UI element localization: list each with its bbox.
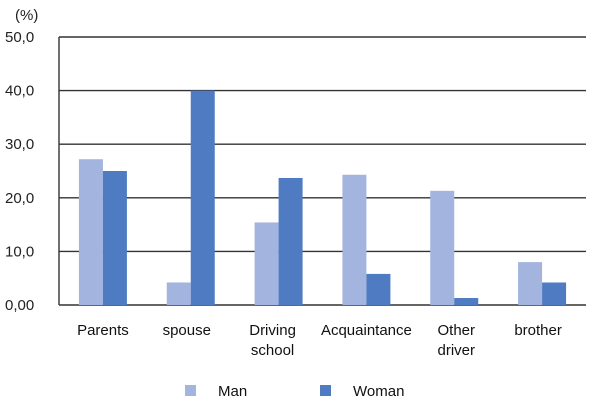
bar-man-3	[342, 174, 367, 305]
bar-man-2	[254, 222, 279, 305]
category-label: Parents	[77, 322, 129, 339]
legend-swatch-man	[185, 385, 196, 396]
y-tick-label: 0,00	[5, 297, 34, 314]
y-unit-label: (%)	[15, 7, 38, 24]
category-label: brother	[514, 322, 562, 339]
legend-label-woman: Woman	[353, 383, 404, 400]
gridlines	[59, 36, 586, 306]
bar-woman-0	[102, 171, 127, 305]
bar-man-5	[518, 262, 543, 305]
bar-woman-3	[366, 273, 391, 305]
bar-woman-1	[190, 90, 215, 305]
category-label: spouse	[163, 322, 211, 339]
bar-man-0	[78, 159, 103, 305]
y-tick-label: 20,0	[5, 190, 34, 207]
y-tick-labels: 0,00 10,0 20,0 30,0 40,0 50,0	[5, 29, 34, 314]
category-label: Acquaintance	[321, 322, 412, 339]
bar-woman-4	[454, 298, 479, 305]
bar-woman-5	[542, 282, 567, 305]
bar-man-1	[166, 282, 191, 305]
category-label: Driving school	[249, 322, 296, 359]
legend-label-man: Man	[218, 383, 247, 400]
y-tick-label: 30,0	[5, 136, 34, 153]
bar-woman-2	[278, 177, 303, 305]
y-tick-label: 10,0	[5, 243, 34, 260]
bar-man-4	[430, 190, 455, 305]
bars	[78, 90, 567, 305]
category-labels: Parents spouse Driving school Acquaintance Ot…	[77, 322, 562, 359]
legend-swatch-woman	[320, 385, 331, 396]
y-tick-label: 40,0	[5, 83, 34, 100]
y-tick-label: 50,0	[5, 29, 34, 46]
category-label: Other driver	[437, 322, 475, 359]
legend: Man Woman	[185, 383, 404, 400]
